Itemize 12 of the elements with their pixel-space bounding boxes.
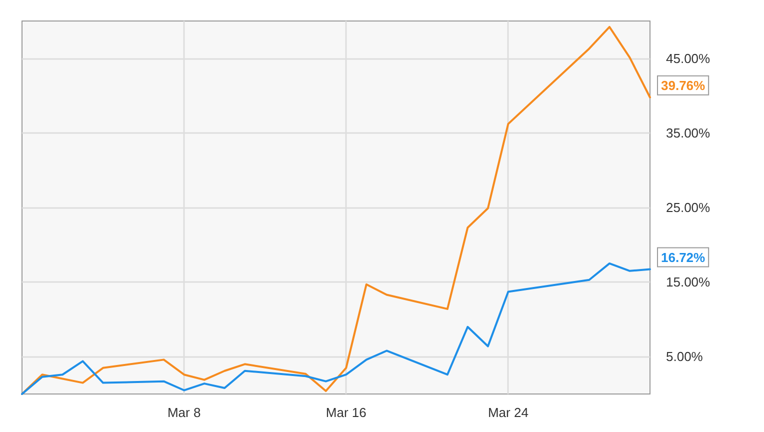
x-tick-label: Mar 8	[167, 405, 201, 420]
y-tick-label: 25.00%	[666, 200, 711, 215]
data-label: 16.72%	[661, 250, 706, 265]
line-series	[21, 262, 651, 395]
data-label: 39.76%	[661, 78, 706, 93]
y-tick-label: 15.00%	[666, 274, 711, 290]
x-tick-label: Mar 24	[488, 405, 528, 420]
y-tick-label: 45.00%	[666, 50, 711, 66]
x-tick-label: Mar 16	[326, 405, 366, 420]
line-series	[21, 26, 651, 395]
y-tick-label: 35.00%	[666, 125, 711, 140]
y-tick-label: 5.00%	[666, 349, 704, 364]
